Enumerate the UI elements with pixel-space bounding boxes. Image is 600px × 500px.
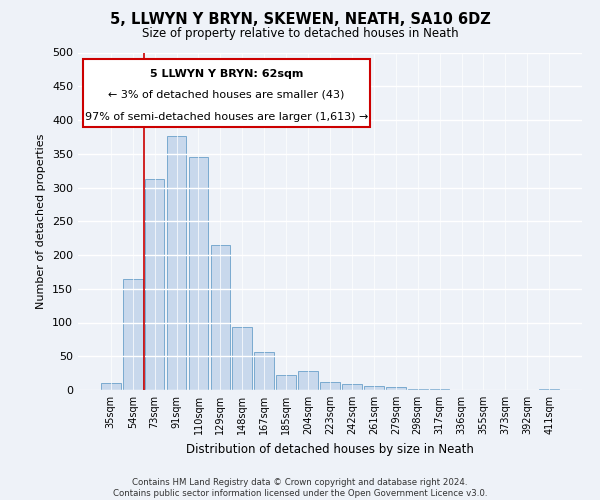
Bar (298, 371, 318, 390)
Text: 5 LLWYN Y BRYN: 62sqm: 5 LLWYN Y BRYN: 62sqm (150, 70, 304, 80)
FancyBboxPatch shape (83, 59, 370, 126)
Bar (386, 388, 406, 390)
Bar (188, 157, 208, 390)
Text: Size of property relative to detached houses in Neath: Size of property relative to detached ho… (142, 28, 458, 40)
Bar (276, 375, 296, 390)
Bar (254, 352, 274, 390)
X-axis label: Distribution of detached houses by size in Neath: Distribution of detached houses by size … (186, 442, 474, 456)
Bar (101, 383, 121, 390)
Text: Contains HM Land Registry data © Crown copyright and database right 2024.
Contai: Contains HM Land Registry data © Crown c… (113, 478, 487, 498)
Bar (408, 388, 428, 390)
Text: 97% of semi-detached houses are larger (1,613) →: 97% of semi-detached houses are larger (… (85, 112, 368, 122)
Bar (320, 382, 340, 390)
Text: 5, LLWYN Y BRYN, SKEWEN, NEATH, SA10 6DZ: 5, LLWYN Y BRYN, SKEWEN, NEATH, SA10 6DZ (110, 12, 490, 28)
Bar (145, 178, 164, 390)
Bar (211, 245, 230, 390)
Bar (232, 327, 252, 390)
Bar (167, 136, 187, 390)
Bar (539, 388, 559, 390)
Bar (123, 278, 143, 390)
Bar (342, 384, 362, 390)
Y-axis label: Number of detached properties: Number of detached properties (37, 134, 46, 309)
Text: ← 3% of detached houses are smaller (43): ← 3% of detached houses are smaller (43) (109, 90, 345, 100)
Bar (364, 386, 384, 390)
